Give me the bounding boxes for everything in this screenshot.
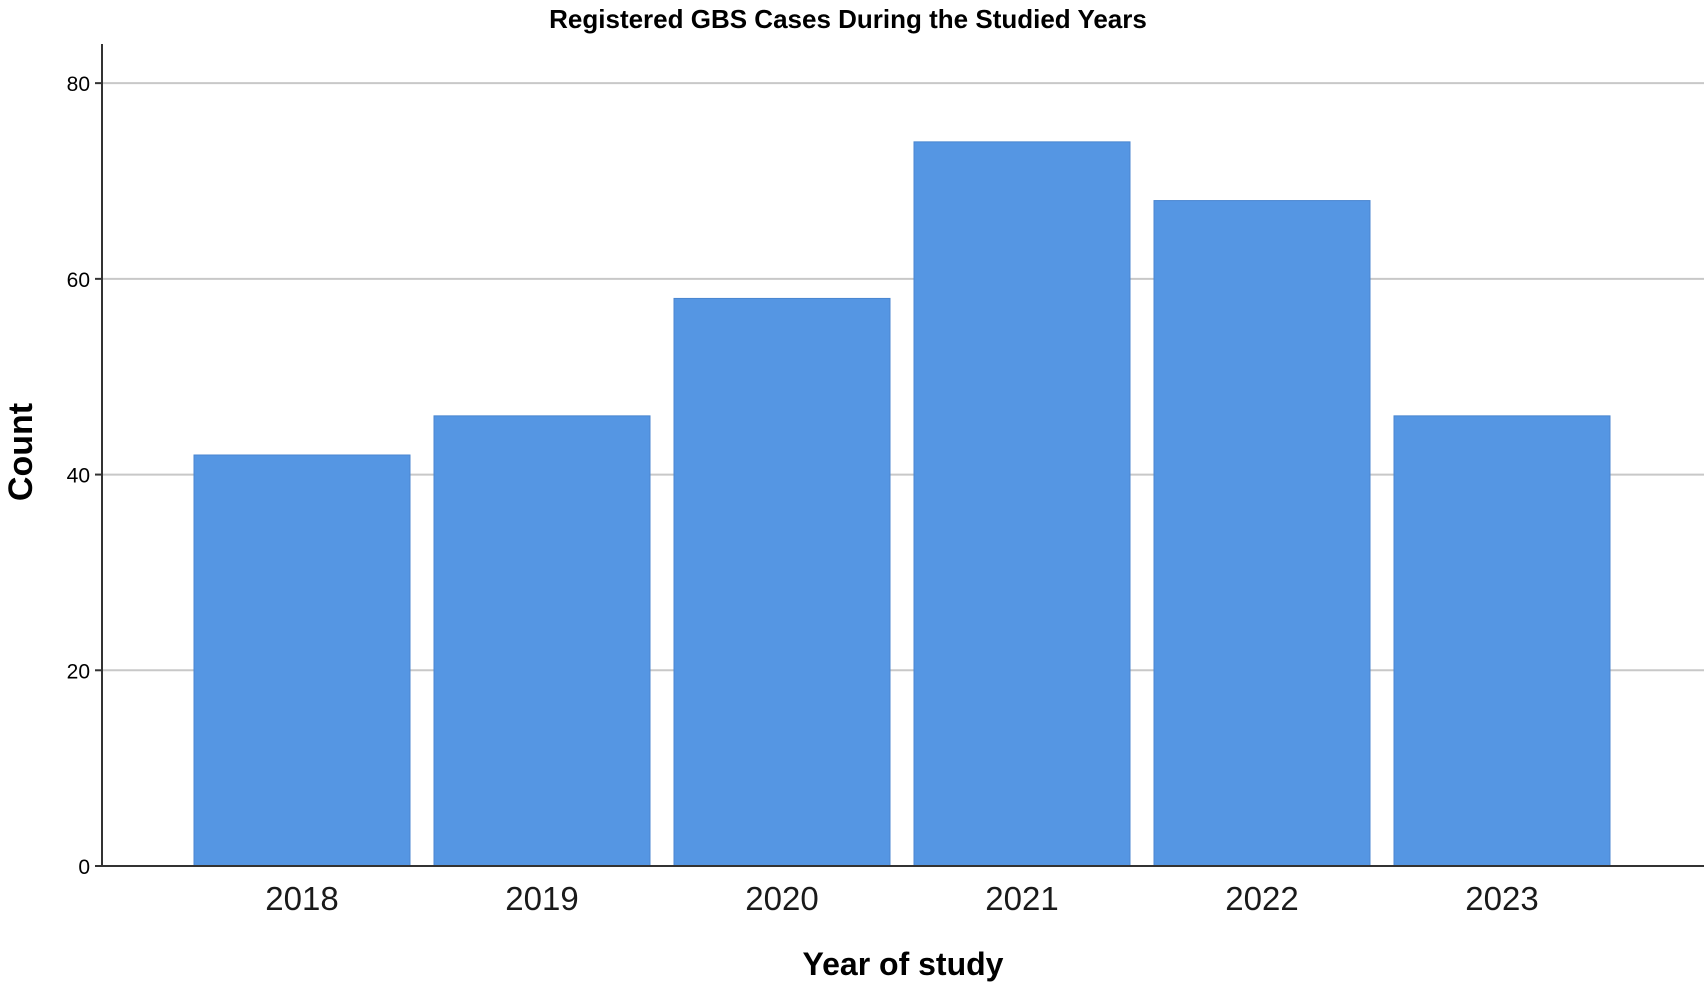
bar-2019 — [433, 415, 651, 867]
chart-title: Registered GBS Cases During the Studied … — [549, 4, 1147, 34]
bars — [193, 141, 1611, 867]
bar-2023 — [1393, 415, 1611, 867]
y-tick-labels: 0 20 40 60 80 — [67, 73, 102, 879]
bar-2020 — [673, 297, 891, 867]
x-tick-label-2020: 2020 — [745, 880, 818, 917]
y-tick-label-60: 60 — [67, 269, 90, 292]
x-tick-label-2023: 2023 — [1465, 880, 1538, 917]
x-axis-title: Year of study — [803, 946, 1004, 982]
x-tick-label-2018: 2018 — [265, 880, 338, 917]
y-axis-title: Count — [2, 403, 40, 501]
bar-2022 — [1153, 200, 1371, 867]
x-tick-label-2021: 2021 — [985, 880, 1058, 917]
y-tick-label-0: 0 — [78, 856, 90, 879]
y-tick-label-20: 20 — [67, 660, 90, 683]
bar-2018 — [193, 454, 411, 867]
x-tick-label-2019: 2019 — [505, 880, 578, 917]
y-tick-label-40: 40 — [67, 465, 90, 488]
x-tick-label-2022: 2022 — [1225, 880, 1298, 917]
bar-2021 — [913, 141, 1131, 867]
x-tick-labels: 2018 2019 2020 2021 2022 2023 — [265, 880, 1538, 917]
axes — [101, 44, 1704, 867]
y-tick-label-80: 80 — [67, 73, 90, 96]
